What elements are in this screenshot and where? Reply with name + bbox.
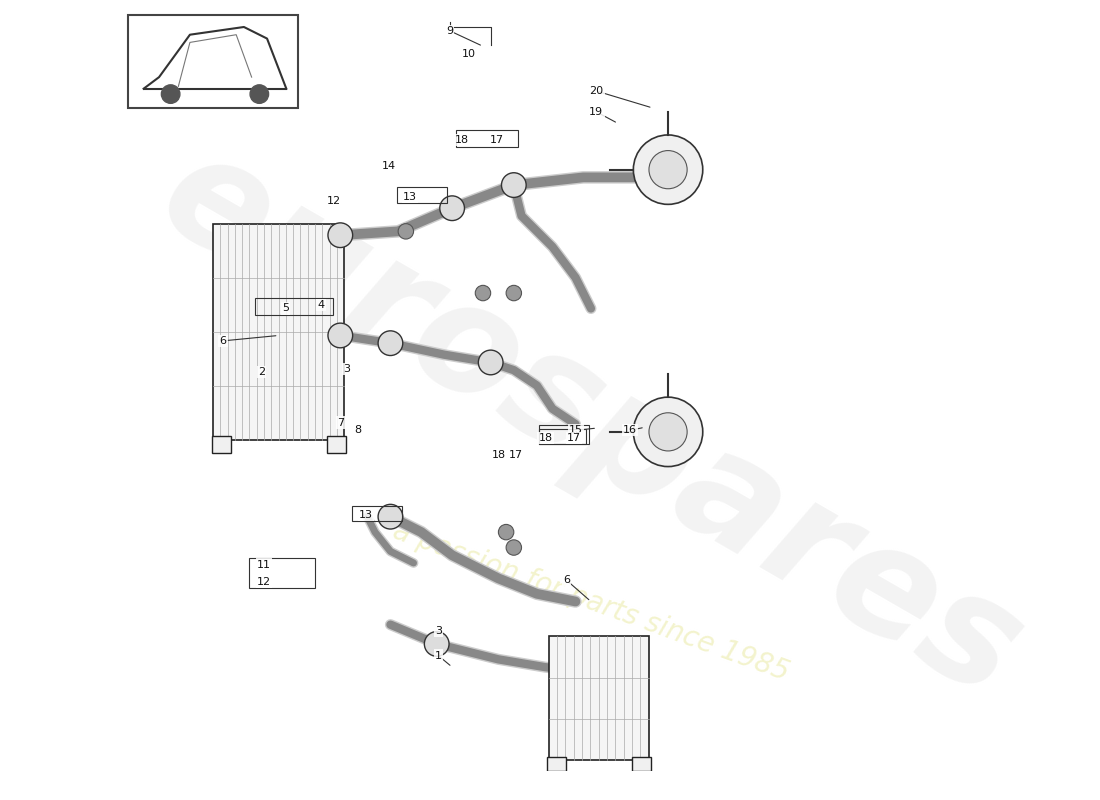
Text: 18: 18 (455, 135, 470, 146)
Bar (539, 429, 585, 444)
Bar (539, 425, 590, 444)
Bar (456, 130, 518, 146)
Text: 12: 12 (327, 195, 341, 206)
Bar (397, 187, 447, 203)
Circle shape (378, 331, 403, 355)
Text: 8: 8 (354, 426, 362, 435)
Circle shape (328, 323, 353, 348)
Circle shape (634, 397, 703, 466)
Text: 13: 13 (403, 192, 417, 202)
Circle shape (506, 540, 521, 555)
Circle shape (634, 135, 703, 204)
Text: 17: 17 (490, 135, 504, 146)
Circle shape (440, 196, 464, 221)
Text: 5: 5 (282, 303, 289, 314)
FancyBboxPatch shape (129, 15, 298, 108)
Text: 19: 19 (590, 107, 604, 117)
Text: 18: 18 (538, 433, 552, 443)
Text: 3: 3 (434, 626, 442, 636)
Text: 7: 7 (337, 418, 344, 428)
Circle shape (162, 85, 180, 103)
Text: 17: 17 (566, 433, 581, 443)
Circle shape (649, 150, 688, 189)
Bar (547, 758, 567, 771)
Text: 4: 4 (318, 300, 324, 310)
Text: 13: 13 (359, 510, 373, 520)
Text: 2: 2 (258, 366, 265, 377)
Bar (352, 506, 402, 522)
Text: 18: 18 (492, 450, 506, 460)
Bar (327, 437, 346, 454)
Bar (250, 558, 315, 588)
Text: 15: 15 (570, 426, 583, 435)
Text: 16: 16 (624, 426, 637, 435)
Bar (631, 758, 651, 771)
Text: 6: 6 (220, 336, 227, 346)
Text: 6: 6 (563, 575, 570, 585)
Circle shape (502, 173, 526, 198)
Text: 17: 17 (509, 450, 524, 460)
Text: 3: 3 (343, 364, 350, 374)
Circle shape (506, 286, 521, 301)
Bar (549, 636, 649, 760)
Text: 20: 20 (590, 86, 604, 96)
Text: a passion for parts since 1985: a passion for parts since 1985 (389, 517, 793, 686)
Text: 12: 12 (257, 578, 271, 587)
Circle shape (328, 223, 353, 247)
Circle shape (478, 350, 503, 374)
Text: 10: 10 (462, 49, 476, 59)
Bar (213, 224, 344, 439)
Circle shape (398, 224, 414, 239)
Text: 9: 9 (447, 26, 453, 36)
Circle shape (475, 286, 491, 301)
Circle shape (425, 631, 449, 656)
Circle shape (649, 413, 688, 451)
Circle shape (378, 504, 403, 529)
Text: 11: 11 (257, 559, 271, 570)
Bar (211, 437, 231, 454)
Circle shape (250, 85, 268, 103)
Text: eurospares: eurospares (135, 118, 1046, 730)
Bar (255, 298, 332, 314)
Circle shape (498, 525, 514, 540)
Text: 1: 1 (434, 650, 442, 661)
Text: 14: 14 (382, 161, 396, 171)
